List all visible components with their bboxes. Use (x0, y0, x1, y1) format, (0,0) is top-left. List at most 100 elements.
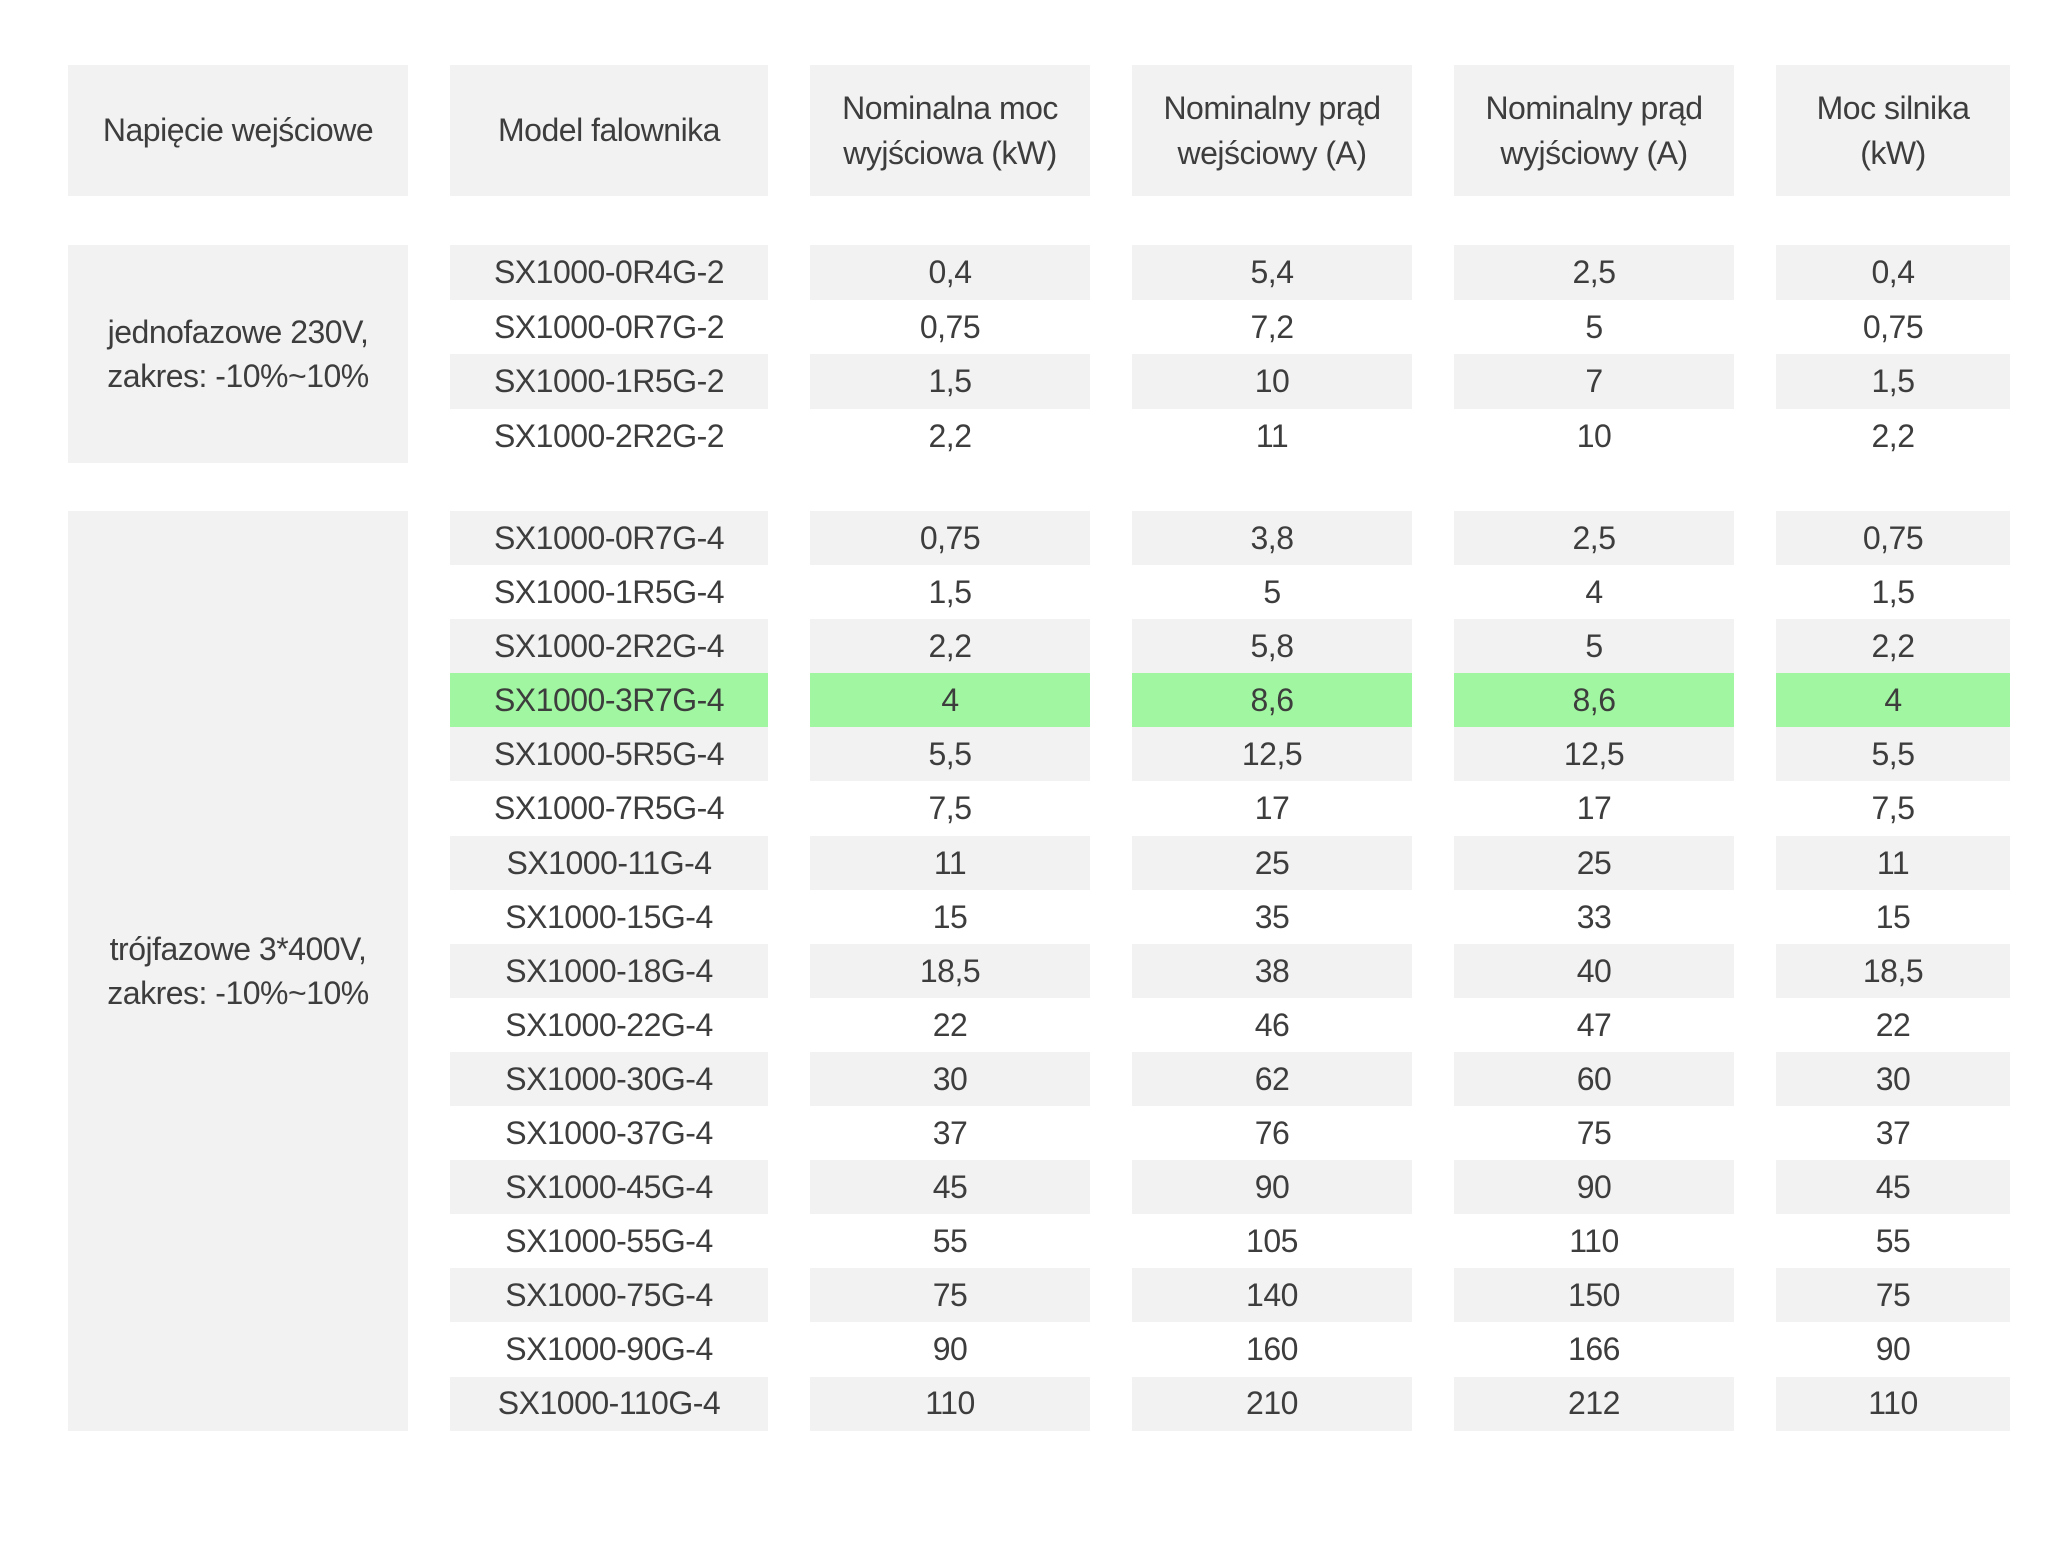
input-current-a-cell: 90 (1132, 1160, 1412, 1215)
output-power-kw-cell: 11 (810, 835, 1090, 890)
output-current-a-cell: 25 (1454, 835, 1734, 890)
output-power-kw-cell: 2,2 (928, 417, 972, 454)
model-cell: SX1000-15G-4 (505, 898, 713, 935)
model-cell: SX1000-7R5G-4 (493, 790, 725, 827)
model-cell: SX1000-30G-4 (450, 1051, 768, 1107)
motor-power-kw-cell: 2,2 (1776, 619, 2010, 674)
output-power-kw-cell: 90 (932, 1331, 968, 1368)
output-power-kw-cell: 1,5 (928, 574, 972, 611)
motor-power-kw-cell: 75 (1776, 1268, 2010, 1323)
motor-power-kw-cell: 7,5 (1871, 790, 1915, 827)
model-cell: SX1000-1R5G-4 (493, 574, 725, 611)
output-current-a-cell: 75 (1576, 1115, 1612, 1151)
output-current-a-cell: 10 (1576, 417, 1612, 454)
output-power-kw-cell: 45 (810, 1160, 1090, 1215)
col-header-output-power: Nominalna moc wyjściowa (kW) (810, 65, 1090, 196)
output-power-kw-cell: 22 (932, 1006, 968, 1043)
output-current-a-cell: 2,5 (1454, 511, 1734, 566)
motor-power-kw-cell: 0,4 (1776, 245, 2010, 300)
model-cell: SX1000-37G-4 (505, 1115, 713, 1151)
inverter-spec-table: Napięcie wejściowe Model falownika Nomin… (68, 65, 2010, 1431)
output-current-a-cell: 17 (1576, 790, 1612, 827)
model-cell: SX1000-2R2G-4 (450, 619, 768, 674)
col-header-motor-power: Moc silnika (kW) (1776, 65, 2010, 196)
input-current-a-cell: 11 (1255, 417, 1289, 454)
input-current-a-cell: 35 (1254, 898, 1290, 935)
input-current-a-cell: 76 (1254, 1115, 1290, 1151)
model-cell: SX1000-110G-4 (450, 1376, 768, 1431)
output-current-a-cell: 60 (1454, 1051, 1734, 1107)
output-current-a-cell: 7 (1454, 354, 1734, 409)
input-current-a-cell: 7,2 (1250, 308, 1294, 345)
col-header-input-voltage: Napięcie wejściowe (68, 65, 408, 196)
motor-power-kw-cell: 11 (1776, 835, 2010, 890)
col-header-input-current: Nominalny prąd wejściowy (A) (1132, 65, 1412, 196)
input-current-a-cell: 210 (1132, 1376, 1412, 1431)
model-cell: SX1000-22G-4 (505, 1006, 713, 1043)
motor-power-kw-cell: 15 (1875, 898, 1911, 935)
output-power-kw-cell: 7,5 (928, 790, 972, 827)
output-power-kw-cell: 37 (932, 1115, 968, 1151)
model-cell: SX1000-3R7G-4 (450, 673, 768, 728)
model-cell: SX1000-2R2G-2 (493, 417, 725, 454)
input-current-a-cell: 38 (1132, 943, 1412, 998)
motor-power-kw-cell: 1,5 (1871, 574, 1915, 611)
input-current-a-cell: 17 (1254, 790, 1290, 827)
input-current-a-cell: 140 (1132, 1268, 1412, 1323)
col-header-model: Model falownika (450, 65, 768, 196)
input-current-a-cell: 5 (1263, 574, 1281, 611)
motor-power-kw-cell: 0,75 (1862, 308, 1924, 345)
motor-power-kw-cell: 2,2 (1871, 417, 1915, 454)
motor-power-kw-cell: 1,5 (1776, 354, 2010, 409)
model-cell: SX1000-0R7G-4 (450, 511, 768, 566)
output-power-kw-cell: 30 (810, 1051, 1090, 1107)
motor-power-kw-cell: 18,5 (1776, 943, 2010, 998)
input-current-a-cell: 8,6 (1132, 673, 1412, 728)
output-current-a-cell: 110 (1569, 1223, 1619, 1260)
output-current-a-cell: 166 (1568, 1331, 1620, 1368)
input-current-a-cell: 46 (1254, 1006, 1290, 1043)
motor-power-kw-cell: 5,5 (1776, 727, 2010, 782)
output-current-a-cell: 4 (1585, 574, 1603, 611)
model-cell: SX1000-18G-4 (450, 943, 768, 998)
output-current-a-cell: 12,5 (1454, 727, 1734, 782)
output-power-kw-cell: 18,5 (810, 943, 1090, 998)
output-current-a-cell: 40 (1454, 943, 1734, 998)
output-power-kw-cell: 1,5 (810, 354, 1090, 409)
output-power-kw-cell: 0,75 (919, 308, 981, 345)
model-cell: SX1000-0R4G-2 (450, 245, 768, 300)
model-cell: SX1000-11G-4 (450, 835, 768, 890)
motor-power-kw-cell: 90 (1875, 1331, 1911, 1368)
model-cell: SX1000-55G-4 (505, 1223, 713, 1260)
model-cell: SX1000-1R5G-2 (450, 354, 768, 409)
output-current-a-cell: 5 (1585, 308, 1603, 345)
voltage-group-label-2: trójfazowe 3*400V, zakres: -10%~10% (68, 511, 408, 1431)
input-current-a-cell: 5,8 (1132, 619, 1412, 674)
input-current-a-cell: 5,4 (1132, 245, 1412, 300)
motor-power-kw-cell: 55 (1875, 1223, 1911, 1260)
input-current-a-cell: 10 (1132, 354, 1412, 409)
input-current-a-cell: 160 (1246, 1331, 1298, 1368)
output-power-kw-cell: 110 (810, 1376, 1090, 1431)
input-current-a-cell: 25 (1132, 835, 1412, 890)
motor-power-kw-cell: 4 (1776, 673, 2010, 728)
col-header-output-current: Nominalny prąd wyjściowy (A) (1454, 65, 1734, 196)
output-current-a-cell: 47 (1576, 1006, 1612, 1043)
output-power-kw-cell: 4 (810, 673, 1090, 728)
output-power-kw-cell: 0,75 (810, 511, 1090, 566)
output-current-a-cell: 2,5 (1454, 245, 1734, 300)
output-current-a-cell: 212 (1454, 1376, 1734, 1431)
input-current-a-cell: 3,8 (1132, 511, 1412, 566)
input-current-a-cell: 105 (1246, 1223, 1298, 1260)
model-cell: SX1000-0R7G-2 (493, 308, 725, 345)
input-current-a-cell: 12,5 (1132, 727, 1412, 782)
input-current-a-cell: 62 (1132, 1051, 1412, 1107)
model-cell: SX1000-75G-4 (450, 1268, 768, 1323)
output-power-kw-cell: 2,2 (810, 619, 1090, 674)
motor-power-kw-cell: 110 (1776, 1376, 2010, 1431)
output-power-kw-cell: 0,4 (810, 245, 1090, 300)
output-power-kw-cell: 5,5 (810, 727, 1090, 782)
output-current-a-cell: 8,6 (1454, 673, 1734, 728)
output-power-kw-cell: 15 (932, 898, 968, 935)
motor-power-kw-cell: 30 (1776, 1051, 2010, 1107)
